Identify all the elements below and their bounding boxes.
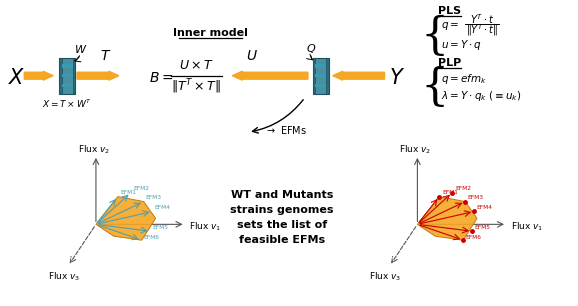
Text: EFM2: EFM2 — [134, 186, 150, 191]
Text: Flux $v_1$: Flux $v_1$ — [190, 220, 222, 233]
FancyArrow shape — [24, 71, 53, 80]
Bar — [62, 64, 73, 68]
Text: EFM5: EFM5 — [153, 225, 169, 230]
Bar — [313, 58, 329, 94]
Text: $q = $: $q = $ — [441, 20, 460, 32]
Text: {: { — [420, 14, 449, 58]
Text: $W$: $W$ — [75, 43, 88, 55]
FancyArrow shape — [77, 71, 119, 80]
Text: Inner model: Inner model — [173, 28, 248, 38]
Text: Flux $v_3$: Flux $v_3$ — [48, 271, 80, 283]
Polygon shape — [417, 196, 477, 240]
Bar — [316, 64, 327, 68]
Text: $Y^T \cdot t$: $Y^T \cdot t$ — [470, 12, 494, 26]
Bar — [62, 84, 73, 87]
Bar — [316, 84, 327, 87]
Text: Flux $v_3$: Flux $v_3$ — [369, 271, 402, 283]
Text: $Q$: $Q$ — [306, 43, 316, 55]
Text: $U$: $U$ — [246, 49, 258, 63]
Text: $u = Y \cdot q$: $u = Y \cdot q$ — [441, 38, 483, 52]
Text: EFM1: EFM1 — [442, 190, 458, 195]
Text: $q = efm_k$: $q = efm_k$ — [441, 72, 487, 86]
Bar — [327, 58, 329, 94]
Text: EFM1: EFM1 — [121, 190, 136, 195]
Text: EFM4: EFM4 — [155, 205, 171, 210]
Bar — [59, 58, 62, 94]
Text: PLP: PLP — [438, 58, 461, 68]
Text: EFM3: EFM3 — [146, 195, 162, 200]
Text: {: { — [420, 66, 449, 109]
Text: EFM4: EFM4 — [476, 205, 492, 210]
Text: $U \times T$: $U \times T$ — [179, 59, 214, 72]
Text: PLS: PLS — [438, 6, 461, 16]
FancyArrow shape — [232, 71, 308, 80]
Bar — [316, 74, 327, 77]
Polygon shape — [96, 196, 155, 240]
Bar — [59, 58, 75, 94]
Bar — [313, 58, 316, 94]
Text: Flux $v_2$: Flux $v_2$ — [78, 144, 110, 156]
Text: EFM5: EFM5 — [474, 225, 490, 230]
FancyArrow shape — [333, 71, 384, 80]
Text: EFM6: EFM6 — [465, 235, 481, 240]
Text: $T$: $T$ — [100, 49, 112, 63]
Text: $Y$: $Y$ — [390, 68, 406, 88]
Text: $X = T \times W^T$: $X = T \times W^T$ — [42, 97, 92, 110]
Text: EFM2: EFM2 — [455, 186, 471, 191]
Text: $\lambda = Y \cdot q_k\ (\equiv u_k)$: $\lambda = Y \cdot q_k\ (\equiv u_k)$ — [441, 88, 522, 103]
Bar — [73, 58, 75, 94]
Text: EFM3: EFM3 — [467, 195, 483, 200]
Text: EFM6: EFM6 — [144, 235, 160, 240]
Text: Flux $v_1$: Flux $v_1$ — [511, 220, 543, 233]
Text: Flux $v_2$: Flux $v_2$ — [399, 144, 432, 156]
Text: $X$: $X$ — [8, 68, 25, 88]
Text: $\Vert T^T \times T \Vert$: $\Vert T^T \times T \Vert$ — [172, 77, 221, 96]
Text: $B =$: $B =$ — [149, 71, 173, 85]
Text: WT and Mutants
strains genomes
sets the list of
feasible EFMs: WT and Mutants strains genomes sets the … — [230, 190, 334, 244]
Bar — [62, 74, 73, 77]
Text: $\Vert Y^T \cdot t \Vert$: $\Vert Y^T \cdot t \Vert$ — [466, 22, 498, 38]
Text: $\rightarrow$ EFMs: $\rightarrow$ EFMs — [265, 124, 307, 136]
